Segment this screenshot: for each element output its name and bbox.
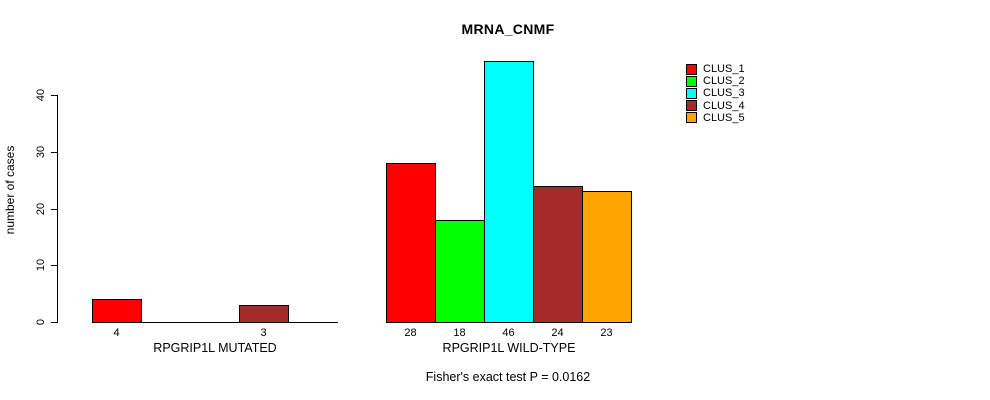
bar-value-label: 24	[551, 327, 564, 339]
y-tick	[51, 208, 58, 210]
legend-swatch-icon	[686, 100, 697, 112]
group-label-mutated: RPGRIP1L MUTATED	[153, 341, 277, 355]
chart-title: MRNA_CNMF	[461, 21, 555, 37]
legend-label: CLUS_4	[703, 99, 745, 112]
bar-value-label: 23	[600, 327, 613, 339]
bar-value-label: 4	[113, 327, 120, 339]
legend-item-clus_3: CLUS_3	[686, 87, 745, 99]
bar-clus_1-group1	[92, 299, 142, 322]
legend-item-clus_5: CLUS_5	[686, 112, 745, 124]
y-axis-label: number of cases	[3, 145, 17, 235]
y-tick-label: 40	[35, 88, 47, 102]
bar-value-label: 46	[502, 327, 515, 339]
legend-label: CLUS_3	[703, 87, 745, 100]
legend-swatch-icon	[686, 112, 697, 124]
legend-label: CLUS_5	[703, 111, 745, 124]
legend-item-clus_2: CLUS_2	[686, 75, 745, 87]
y-tick-label: 30	[35, 145, 47, 158]
bar-clus_5-group2	[582, 191, 632, 322]
bar-clus_1-group2	[386, 163, 436, 322]
y-tick-label: 0	[35, 318, 47, 326]
bar-value-label: 28	[404, 327, 417, 339]
y-tick-label: 10	[35, 259, 47, 272]
y-tick	[51, 322, 58, 323]
y-tick	[51, 95, 58, 96]
bar-clus_4-group1	[239, 305, 289, 322]
bar-clus_4-group2	[533, 186, 583, 322]
legend-label: CLUS_2	[703, 75, 745, 88]
bar-value-label: 3	[260, 327, 267, 339]
legend-item-clus_1: CLUS_1	[686, 63, 745, 75]
bar-clus_3-group2	[484, 61, 534, 322]
legend-swatch-icon	[686, 63, 697, 75]
y-tick	[51, 265, 58, 267]
y-tick-label: 20	[35, 202, 47, 215]
baseline-group-wildtype	[386, 322, 632, 323]
legend-swatch-icon	[686, 75, 697, 87]
legend-item-clus_4: CLUS_4	[686, 100, 745, 112]
legend-swatch-icon	[686, 87, 697, 99]
baseline-group-mutated	[92, 322, 338, 323]
bar-clus_2-group2	[435, 220, 485, 322]
y-tick	[51, 151, 58, 153]
chart-subtitle: Fisher's exact test P = 0.0162	[425, 370, 591, 384]
legend-label: CLUS_1	[703, 63, 745, 75]
bar-value-label: 18	[453, 327, 466, 339]
group-label-wildtype: RPGRIP1L WILD-TYPE	[442, 341, 576, 355]
